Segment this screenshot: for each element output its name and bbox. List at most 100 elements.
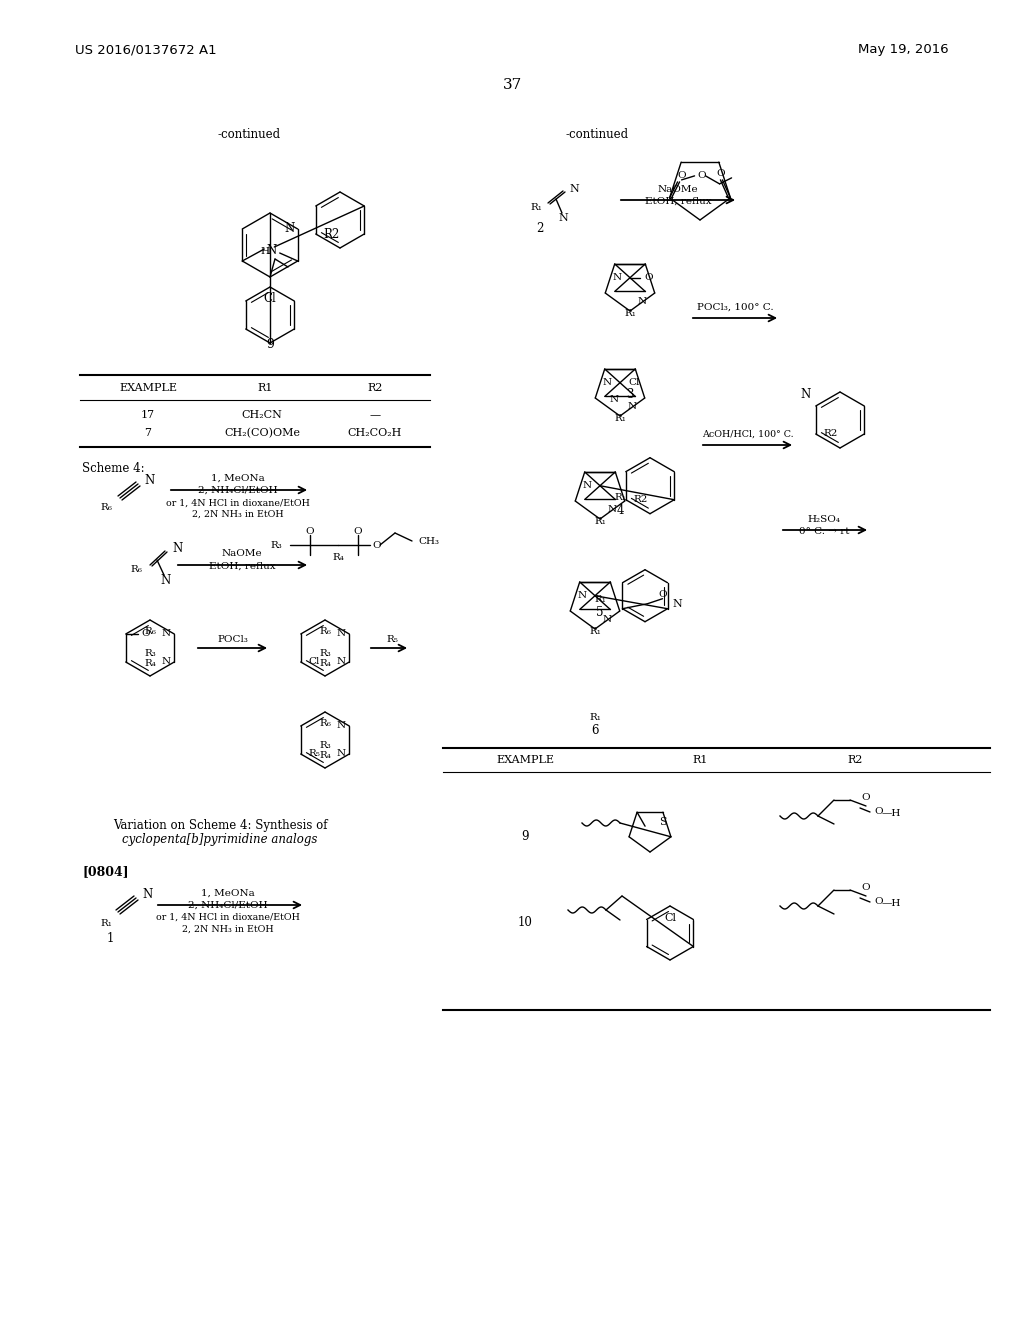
Text: R₁: R₁ xyxy=(614,414,626,422)
Text: R₄: R₄ xyxy=(319,660,331,668)
Text: R₄: R₄ xyxy=(319,751,331,760)
Text: EtOH, reflux: EtOH, reflux xyxy=(209,561,275,570)
Text: N: N xyxy=(578,591,587,601)
Text: POCl₃, 100° C.: POCl₃, 100° C. xyxy=(696,302,773,312)
Text: O: O xyxy=(372,540,381,549)
Text: CH₃: CH₃ xyxy=(418,536,439,545)
Text: N: N xyxy=(266,244,276,257)
Text: R₆: R₆ xyxy=(319,627,331,636)
Text: N: N xyxy=(336,750,345,759)
Text: N: N xyxy=(336,630,345,639)
Text: N: N xyxy=(160,573,170,586)
Text: O: O xyxy=(658,590,667,599)
Text: 7: 7 xyxy=(144,428,152,438)
Text: 10: 10 xyxy=(517,916,532,929)
Text: R₁: R₁ xyxy=(100,920,112,928)
Text: Cl: Cl xyxy=(664,913,676,923)
Text: N: N xyxy=(609,395,618,404)
Text: N: N xyxy=(161,630,170,639)
Text: cyclopenta[b]pyrimidine analogs: cyclopenta[b]pyrimidine analogs xyxy=(122,833,317,846)
Text: CH₂CN: CH₂CN xyxy=(242,411,283,420)
Text: or 1, 4N HCl in dioxane/EtOH: or 1, 4N HCl in dioxane/EtOH xyxy=(156,912,300,921)
Text: O: O xyxy=(644,273,652,282)
Text: R₅: R₅ xyxy=(309,750,321,759)
Text: [0804]: [0804] xyxy=(82,866,129,879)
Text: 6: 6 xyxy=(591,723,599,737)
Text: Cl: Cl xyxy=(628,379,639,387)
Text: NaOMe: NaOMe xyxy=(221,549,262,558)
Text: -continued: -continued xyxy=(565,128,628,141)
Text: R₆: R₆ xyxy=(100,503,112,512)
Text: R1: R1 xyxy=(257,383,272,393)
Text: POCl₃: POCl₃ xyxy=(217,635,249,644)
Text: O: O xyxy=(141,630,151,639)
Text: O: O xyxy=(861,883,870,892)
Text: R₃: R₃ xyxy=(319,649,331,659)
Text: O: O xyxy=(716,169,725,178)
Text: R₁: R₁ xyxy=(589,714,601,722)
Text: 2: 2 xyxy=(537,222,544,235)
Text: 0° C. → rt: 0° C. → rt xyxy=(799,527,849,536)
Text: May 19, 2016: May 19, 2016 xyxy=(858,44,949,57)
Text: R₁: R₁ xyxy=(614,494,626,503)
Text: N: N xyxy=(613,273,622,282)
Text: O: O xyxy=(677,172,686,181)
Text: O: O xyxy=(874,808,883,817)
Text: O: O xyxy=(874,898,883,907)
Text: 2, NH₄Cl/EtOH: 2, NH₄Cl/EtOH xyxy=(188,900,268,909)
Text: R₃: R₃ xyxy=(270,540,282,549)
Text: CH₂CO₂H: CH₂CO₂H xyxy=(348,428,402,438)
Text: R₁: R₁ xyxy=(589,627,601,636)
Text: R₆: R₆ xyxy=(319,719,331,729)
Text: N: N xyxy=(144,474,155,487)
Text: N: N xyxy=(558,213,567,223)
Text: —H: —H xyxy=(882,809,901,818)
Text: Scheme 4:: Scheme 4: xyxy=(82,462,144,474)
Text: 1: 1 xyxy=(106,932,114,945)
Text: Variation on Scheme 4: Synthesis of: Variation on Scheme 4: Synthesis of xyxy=(113,818,328,832)
Text: 1, MeONa: 1, MeONa xyxy=(211,474,265,483)
Text: EXAMPLE: EXAMPLE xyxy=(119,383,177,393)
Text: EXAMPLE: EXAMPLE xyxy=(496,755,554,766)
Text: NaOMe: NaOMe xyxy=(657,185,698,194)
Text: 2, 2N NH₃ in EtOH: 2, 2N NH₃ in EtOH xyxy=(193,510,284,519)
Text: AcOH/HCl, 100° C.: AcOH/HCl, 100° C. xyxy=(702,429,794,438)
Text: O: O xyxy=(861,793,870,803)
Text: N: N xyxy=(336,722,345,730)
Text: R₁: R₁ xyxy=(594,517,606,525)
Text: —: — xyxy=(370,411,381,420)
Text: O: O xyxy=(353,527,362,536)
Text: H₂SO₄: H₂SO₄ xyxy=(808,515,841,524)
Text: 9: 9 xyxy=(266,338,274,351)
Text: -continued: -continued xyxy=(218,128,282,141)
Text: Cl: Cl xyxy=(263,293,276,305)
Text: R₃: R₃ xyxy=(319,742,331,751)
Text: N: N xyxy=(673,599,682,609)
Text: R₄: R₄ xyxy=(332,553,344,561)
Text: Cl: Cl xyxy=(309,657,321,667)
Text: 9: 9 xyxy=(521,829,528,842)
Text: EtOH, reflux: EtOH, reflux xyxy=(645,197,712,206)
Text: O: O xyxy=(697,172,707,181)
Text: S: S xyxy=(659,817,667,828)
Text: R₆: R₆ xyxy=(144,627,156,636)
Text: N: N xyxy=(603,379,612,387)
Text: R₅: R₅ xyxy=(386,635,398,644)
Text: —H: —H xyxy=(882,899,901,908)
Text: R2: R2 xyxy=(368,383,383,393)
Text: R1: R1 xyxy=(692,755,708,766)
Text: N: N xyxy=(161,657,170,667)
Text: US 2016/0137672 A1: US 2016/0137672 A1 xyxy=(75,44,217,57)
Text: N: N xyxy=(569,183,579,194)
Text: R2: R2 xyxy=(324,227,340,240)
Text: R₁: R₁ xyxy=(594,595,606,605)
Text: 5: 5 xyxy=(596,606,604,619)
Text: N: N xyxy=(583,482,592,490)
Text: N: N xyxy=(142,888,153,902)
Text: R₃: R₃ xyxy=(144,649,157,659)
Text: O: O xyxy=(306,527,314,536)
Text: 37: 37 xyxy=(503,78,521,92)
Text: 1, MeONa: 1, MeONa xyxy=(201,888,255,898)
Text: N: N xyxy=(628,403,637,411)
Text: 17: 17 xyxy=(141,411,155,420)
